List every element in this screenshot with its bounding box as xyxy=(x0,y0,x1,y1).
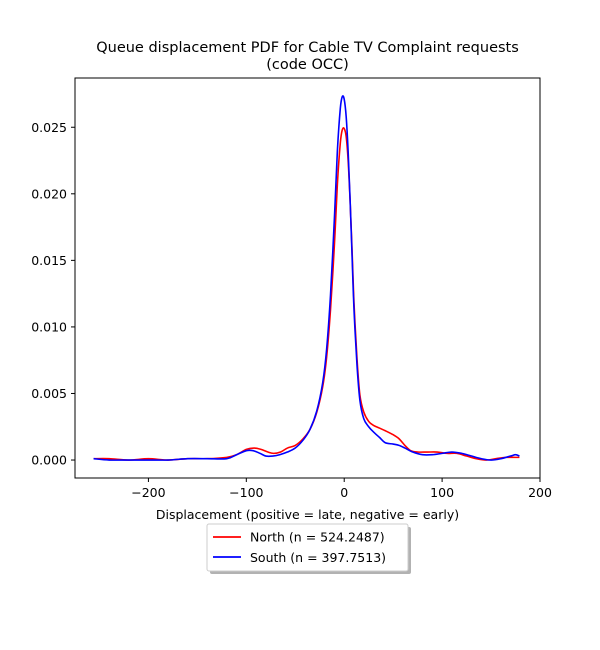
x-tick-label: −100 xyxy=(229,485,263,500)
x-tick-label: 100 xyxy=(430,485,454,500)
y-tick-label: 0.025 xyxy=(31,120,67,135)
y-tick-label: 0.010 xyxy=(31,319,67,334)
x-tick-label: 200 xyxy=(528,485,552,500)
legend-label-south: South (n = 397.7513) xyxy=(250,550,386,565)
chart-title-line1: Queue displacement PDF for Cable TV Comp… xyxy=(96,40,519,56)
legend: North (n = 524.2487) South (n = 397.7513… xyxy=(206,523,411,574)
chart-title-line2: (code OCC) xyxy=(266,57,349,73)
plot-frame xyxy=(74,77,541,479)
series-line-north xyxy=(93,127,520,461)
x-axis-label: Displacement (positive = late, negative … xyxy=(156,507,459,522)
y-tick-label: 0.005 xyxy=(31,386,67,401)
x-tick-label: −200 xyxy=(131,485,165,500)
plot-area xyxy=(75,78,540,478)
legend-label-north: North (n = 524.2487) xyxy=(250,530,385,545)
series-line-south xyxy=(93,95,520,461)
series-layer xyxy=(93,95,520,461)
x-tick-label: 0 xyxy=(340,485,348,500)
y-tick-label: 0.015 xyxy=(31,253,67,268)
legend-box xyxy=(206,523,409,572)
y-axis-ticks: 0.000 0.005 0.010 0.015 0.020 0.025 xyxy=(31,120,75,468)
y-tick-label: 0.020 xyxy=(31,186,67,201)
x-axis-ticks: −200 −100 0 100 200 xyxy=(131,478,552,500)
y-tick-label: 0.000 xyxy=(31,453,67,468)
